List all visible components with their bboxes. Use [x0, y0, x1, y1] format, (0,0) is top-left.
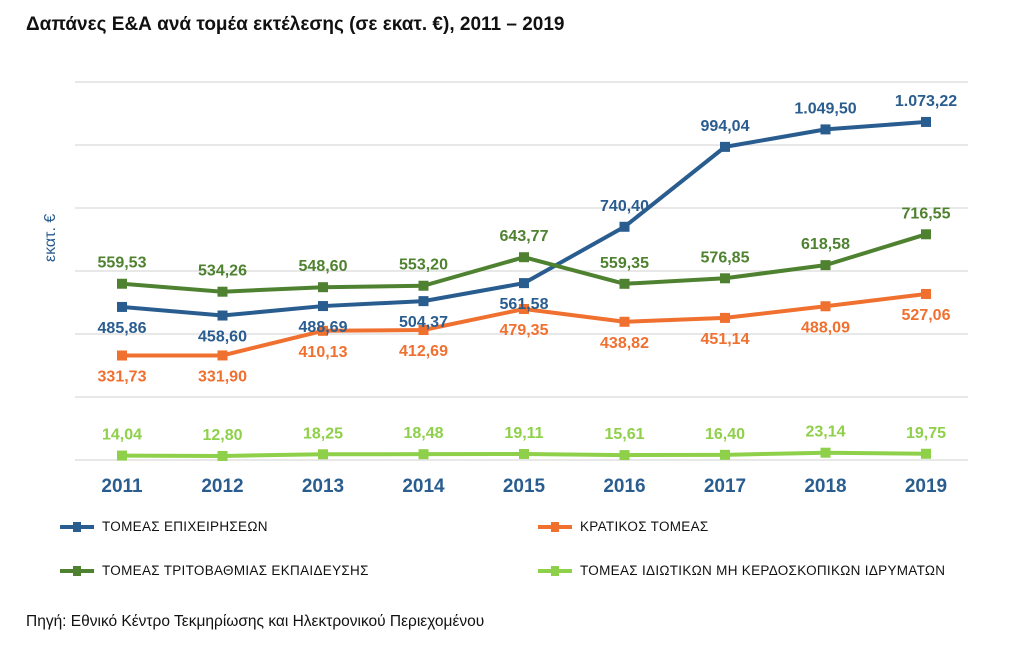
- data-label: 559,35: [600, 255, 649, 272]
- data-point-marker: [519, 278, 529, 289]
- data-point-marker: [820, 124, 831, 135]
- data-point-marker: [720, 312, 730, 323]
- data-point-marker: [318, 449, 328, 460]
- data-label: 12,80: [202, 427, 242, 444]
- data-point-marker: [318, 282, 328, 293]
- legend-swatch-government: [538, 521, 572, 532]
- legend-label-government: ΚΡΑΤΙΚΟΣ ΤΟΜΕΑΣ: [580, 519, 709, 534]
- data-point-marker: [418, 280, 429, 291]
- x-tick-label: 2018: [804, 476, 846, 497]
- data-label: 548,60: [299, 258, 348, 275]
- data-point-marker: [720, 449, 730, 460]
- legend-label-higher-education: ΤΟΜΕΑΣ ΤΡΙΤΟΒΑΘΜΙΑΣ ΕΚΠΑΙΔΕΥΣΗΣ: [102, 563, 369, 578]
- legend-swatch-higher-education: [60, 565, 94, 576]
- data-point-marker: [619, 278, 630, 289]
- data-point-marker: [519, 304, 529, 315]
- data-point-marker: [921, 288, 931, 299]
- data-label: 438,82: [600, 335, 649, 352]
- data-point-marker: [619, 316, 630, 327]
- data-label: 412,69: [399, 343, 448, 360]
- data-point-marker: [117, 301, 127, 312]
- data-label: 643,77: [500, 228, 549, 245]
- x-tick-label: 2019: [905, 476, 947, 497]
- data-label: 14,04: [102, 427, 142, 444]
- data-label: 19,11: [504, 425, 543, 442]
- legend-swatch-business: [60, 521, 94, 532]
- data-point-marker: [720, 273, 730, 284]
- data-label: 16,40: [705, 426, 745, 443]
- data-label: 534,26: [198, 263, 247, 280]
- data-point-marker: [820, 447, 831, 458]
- data-point-marker: [921, 448, 931, 459]
- data-point-marker: [619, 450, 630, 461]
- data-point-marker: [117, 450, 127, 461]
- legend-item-government: ΚΡΑΤΙΚΟΣ ΤΟΜΕΑΣ: [538, 519, 709, 534]
- data-point-marker: [217, 310, 228, 321]
- data-label: 458,60: [198, 329, 247, 346]
- data-label: 18,48: [403, 425, 443, 442]
- data-point-marker: [820, 260, 831, 271]
- chart-title: Δαπάνες Ε&Α ανά τομέα εκτέλεσης (σε εκατ…: [26, 14, 565, 35]
- data-label: 576,85: [701, 249, 750, 266]
- data-label: 23,14: [805, 424, 845, 441]
- data-label: 331,90: [198, 368, 247, 385]
- x-tick-label: 2013: [302, 476, 344, 497]
- data-label: 740,40: [600, 198, 649, 215]
- data-label: 994,04: [701, 118, 750, 135]
- data-label: 618,58: [801, 236, 850, 253]
- data-point-marker: [318, 325, 328, 336]
- x-tick-label: 2016: [603, 476, 645, 497]
- data-point-marker: [418, 296, 429, 307]
- data-point-marker: [619, 221, 630, 232]
- data-point-marker: [117, 278, 127, 289]
- data-label: 553,20: [399, 257, 448, 274]
- data-point-marker: [117, 350, 127, 361]
- data-label: 331,73: [98, 369, 147, 386]
- data-label: 1.049,50: [794, 100, 856, 117]
- source-note: Πηγή: Εθνικό Κέντρο Τεκμηρίωσης και Ηλεκ…: [26, 613, 485, 630]
- data-point-marker: [921, 116, 931, 127]
- data-point-marker: [418, 449, 429, 460]
- data-point-marker: [519, 252, 529, 263]
- data-point-marker: [921, 229, 931, 240]
- data-label: 1.073,22: [895, 93, 957, 110]
- x-tick-label: 2015: [503, 476, 546, 497]
- data-label: 527,06: [902, 307, 951, 324]
- legend-label-business: ΤΟΜΕΑΣ ΕΠΙΧΕΙΡΗΣΕΩΝ: [102, 519, 268, 534]
- legend-swatch-private-nonprofit: [538, 565, 572, 576]
- data-label: 559,53: [98, 255, 147, 272]
- data-label: 410,13: [299, 344, 348, 361]
- x-tick-label: 2011: [101, 476, 143, 497]
- legend-label-private-nonprofit: ΤΟΜΕΑΣ ΙΔΙΩΤΙΚΩΝ ΜΗ ΚΕΡΔΟΣΚΟΠΙΚΩΝ ΙΔΡΥΜΑ…: [580, 563, 946, 578]
- data-label: 451,14: [701, 331, 750, 348]
- data-label: 485,86: [98, 320, 147, 337]
- data-label: 19,75: [906, 425, 946, 442]
- data-label: 561,58: [500, 296, 549, 313]
- legend-item-private-nonprofit: ΤΟΜΕΑΣ ΙΔΙΩΤΙΚΩΝ ΜΗ ΚΕΡΔΟΣΚΟΠΙΚΩΝ ΙΔΡΥΜΑ…: [538, 563, 945, 578]
- data-point-marker: [418, 325, 429, 336]
- data-label: 488,69: [299, 319, 348, 336]
- data-point-marker: [217, 286, 228, 297]
- data-point-marker: [217, 350, 228, 361]
- x-tick-label: 2014: [402, 476, 445, 497]
- data-point-marker: [519, 448, 529, 459]
- data-label: 488,09: [801, 319, 850, 336]
- data-label: 504,37: [399, 314, 448, 331]
- data-label: 479,35: [500, 322, 549, 339]
- data-point-marker: [217, 450, 228, 461]
- x-tick-label: 2017: [704, 476, 746, 497]
- legend-item-business: ΤΟΜΕΑΣ ΕΠΙΧΕΙΡΗΣΕΩΝ: [60, 519, 268, 534]
- data-label: 716,55: [902, 205, 951, 222]
- data-point-marker: [318, 301, 328, 312]
- x-tick-label: 2012: [201, 476, 243, 497]
- data-label: 15,61: [604, 426, 644, 443]
- data-point-marker: [820, 301, 831, 312]
- data-label: 18,25: [303, 425, 343, 442]
- data-point-marker: [720, 141, 730, 152]
- legend-item-higher-education: ΤΟΜΕΑΣ ΤΡΙΤΟΒΑΘΜΙΑΣ ΕΚΠΑΙΔΕΥΣΗΣ: [60, 563, 369, 578]
